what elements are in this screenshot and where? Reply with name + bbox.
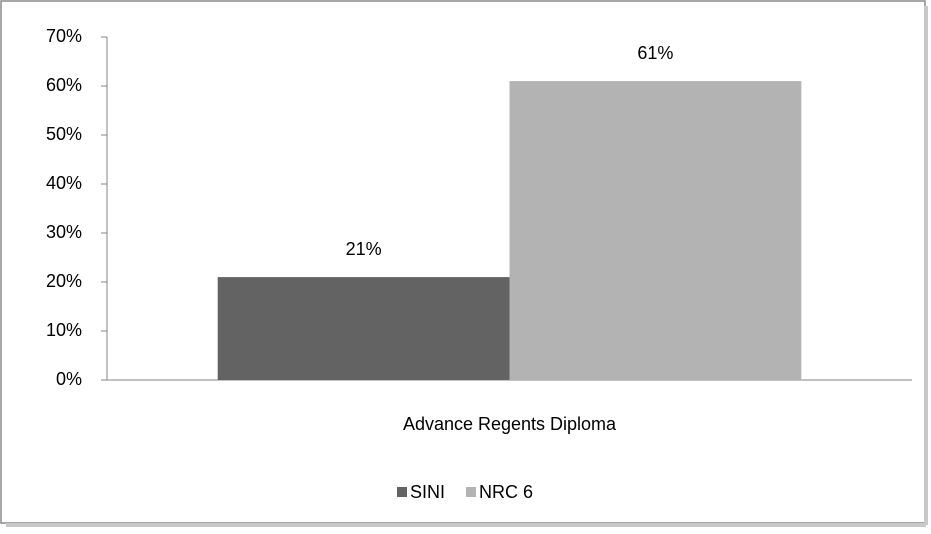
y-tick-label: 60%	[46, 75, 82, 95]
y-tick-label: 50%	[46, 124, 82, 144]
bar	[217, 277, 510, 380]
y-tick-label: 10%	[46, 320, 82, 340]
y-tick-label: 40%	[46, 173, 82, 193]
y-tick-label: 0%	[56, 369, 82, 389]
y-tick-label: 30%	[46, 222, 82, 242]
bar	[509, 81, 802, 380]
legend-label: NRC 6	[479, 482, 533, 502]
value-label: 61%	[637, 43, 673, 63]
x-tick-label: Advance Regents Diploma	[403, 414, 617, 434]
legend-swatch	[397, 487, 407, 497]
legend-swatch	[466, 487, 477, 497]
y-tick-label: 70%	[46, 26, 82, 46]
value-label: 21%	[346, 239, 382, 259]
legend-label: SINI	[410, 482, 445, 502]
y-tick-label: 20%	[46, 271, 82, 291]
